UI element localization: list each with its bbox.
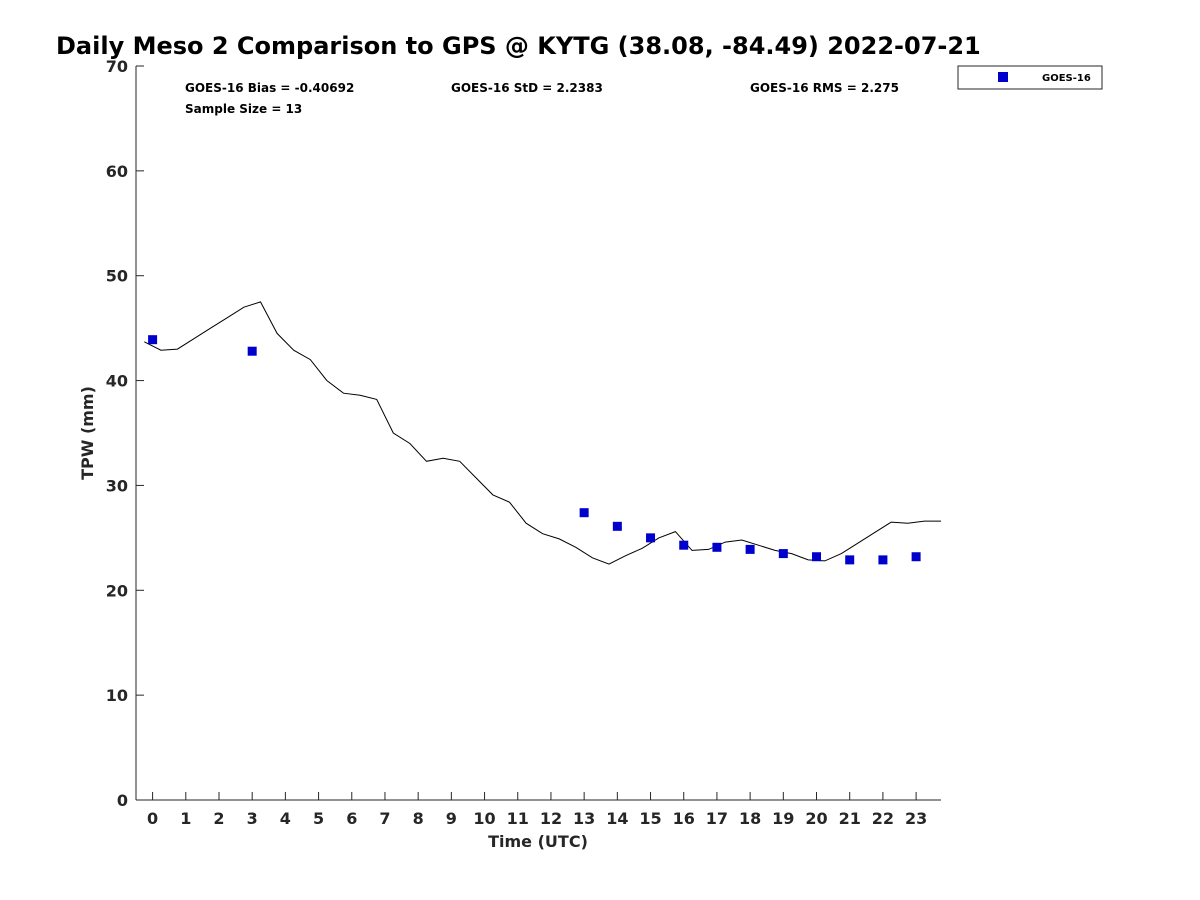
goes16-point	[845, 555, 855, 565]
x-tick-label: 16	[673, 809, 695, 828]
plot-area	[135, 66, 941, 801]
x-tick-label: 3	[247, 809, 258, 828]
x-tick-label: 8	[413, 809, 424, 828]
x-tick-label: 6	[346, 809, 357, 828]
goes16-point	[878, 555, 888, 565]
y-tick-label: 30	[106, 476, 128, 495]
goes16-point	[148, 335, 158, 345]
legend-label-goes16: GOES-16	[1042, 73, 1091, 84]
x-tick-label: 7	[379, 809, 390, 828]
y-tick-label: 50	[106, 267, 128, 286]
stat-std: GOES-16 StD = 2.2383	[451, 81, 603, 95]
x-tick-label: 22	[872, 809, 894, 828]
x-tick-label: 19	[772, 809, 794, 828]
y-tick-label: 70	[106, 57, 128, 76]
x-tick-label: 4	[280, 809, 291, 828]
x-tick-label: 10	[473, 809, 495, 828]
goes16-point	[679, 540, 689, 550]
x-tick-label: 12	[540, 809, 562, 828]
goes16-point	[812, 552, 822, 562]
gps-tpw-line	[144, 301, 941, 565]
goes16-point	[247, 346, 257, 356]
goes16-point	[646, 533, 656, 543]
x-tick-label: 23	[905, 809, 927, 828]
x-tick-label: 2	[213, 809, 224, 828]
goes16-point	[745, 544, 755, 554]
x-tick-label: 13	[573, 809, 595, 828]
y-axis-label: TPW (mm)	[78, 386, 97, 480]
goes16-point	[579, 508, 589, 518]
x-axis-label: Time (UTC)	[488, 832, 588, 851]
x-tick-label: 14	[606, 809, 628, 828]
y-tick-label: 40	[106, 372, 128, 391]
legend-box	[957, 65, 1103, 90]
y-tick-label: 0	[117, 791, 128, 810]
y-tick-label: 20	[106, 581, 128, 600]
x-tick-label: 9	[446, 809, 457, 828]
chart-title: Daily Meso 2 Comparison to GPS @ KYTG (3…	[56, 32, 981, 60]
goes16-point	[712, 542, 722, 552]
y-tick-label: 60	[106, 162, 128, 181]
legend: GOES-16	[957, 65, 1103, 90]
goes16-point	[612, 521, 622, 531]
x-tick-label: 1	[180, 809, 191, 828]
y-axis-ticks: 0 10 20 30 40 50 60 70	[106, 57, 144, 810]
x-tick-label: 20	[805, 809, 827, 828]
x-tick-label: 11	[507, 809, 529, 828]
stat-rms: GOES-16 RMS = 2.275	[750, 81, 899, 95]
x-tick-label: 18	[739, 809, 761, 828]
goes16-point	[911, 552, 921, 562]
goes16-point	[778, 549, 788, 559]
stat-sample-size: Sample Size = 13	[185, 102, 302, 116]
x-axis-ticks: 0 1 2 3 4 5 6 7 8 9 10 11 12 13 14 15 16 17 18 19 20 21 22 23	[147, 792, 927, 828]
goes16-points	[148, 335, 921, 565]
x-tick-label: 21	[839, 809, 861, 828]
legend-marker-goes16	[998, 72, 1008, 82]
y-tick-label: 10	[106, 686, 128, 705]
stat-bias: GOES-16 Bias = -0.40692	[185, 81, 354, 95]
x-tick-label: 17	[706, 809, 728, 828]
x-tick-label: 5	[313, 809, 324, 828]
x-tick-label: 0	[147, 809, 158, 828]
x-tick-label: 15	[639, 809, 661, 828]
